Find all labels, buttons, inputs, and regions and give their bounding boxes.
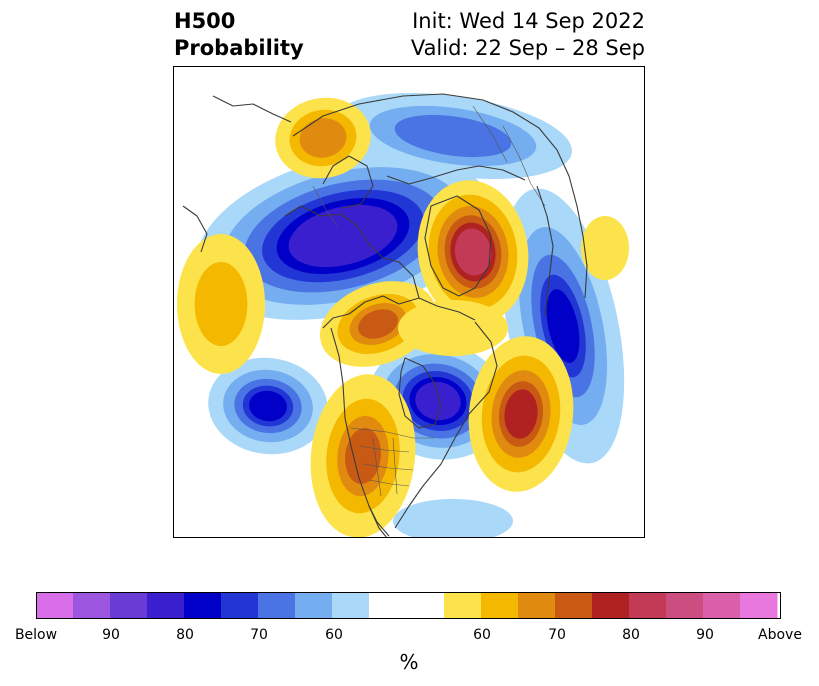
colorbar-cell <box>740 592 778 619</box>
border-states-4 <box>372 437 382 497</box>
border-asia-1 <box>502 125 546 207</box>
border-states-3 <box>368 479 410 487</box>
colorbar-cell <box>221 592 259 619</box>
colorbar-cell <box>444 592 482 619</box>
above-bering <box>319 281 437 367</box>
colorbar-tick-label: 80 <box>176 627 194 643</box>
above-east-asia-small <box>581 216 629 280</box>
coastline-na-west <box>330 327 388 538</box>
colorbar-unit-label: % <box>399 650 419 674</box>
coastlines <box>182 93 588 538</box>
colorbar-cell <box>481 592 519 619</box>
above-alaska-link <box>398 300 508 356</box>
contour-level <box>393 499 513 538</box>
map-title-left: H500 Probability <box>174 8 304 62</box>
colorbar-cell <box>332 592 370 619</box>
colorbar-tick-label: Below <box>14 627 58 643</box>
colorbar-tick-label: 70 <box>250 627 268 643</box>
colorbar-tick-label: 90 <box>696 627 714 643</box>
coastline-asia <box>292 93 588 299</box>
coastline-na-east <box>394 321 498 529</box>
contour-level <box>504 389 538 439</box>
border-europe-1 <box>312 185 338 227</box>
coastline-siberia <box>386 165 526 185</box>
border-states-5 <box>392 437 398 495</box>
coastline-alaska <box>322 295 476 329</box>
coastline-mediterranean <box>212 95 292 123</box>
colorbar-tick-label: 70 <box>548 627 566 643</box>
coastline-central-america <box>368 505 390 537</box>
below-europe-asia <box>196 152 490 320</box>
coastline-iberia <box>182 205 208 253</box>
colorbar-cell <box>295 592 333 619</box>
above-atlantic <box>177 234 265 374</box>
above-siberia <box>417 180 529 324</box>
below-north-pacific-west <box>208 357 328 455</box>
contour-level <box>345 427 381 485</box>
below-south <box>393 499 513 538</box>
colorbar-cell <box>184 592 222 619</box>
border-states-2 <box>362 463 414 471</box>
coastline-east-asia <box>536 185 554 317</box>
colorbar-cell <box>629 592 667 619</box>
map-title-right: Init: Wed 14 Sep 2022 Valid: 22 Sep – 28… <box>411 8 645 62</box>
colorbar-cell <box>258 592 296 619</box>
probability-map <box>173 66 645 538</box>
coastline-scandinavia <box>322 155 374 209</box>
above-scandinavia <box>275 97 371 179</box>
contour-level <box>454 228 492 276</box>
contour-level <box>581 216 629 280</box>
colorbar-cell <box>73 592 111 619</box>
colorbar-cell <box>592 592 630 619</box>
colorbar-cell <box>110 592 148 619</box>
contour-level <box>194 262 248 346</box>
above-western-us <box>310 374 416 538</box>
border-us-canada <box>350 427 435 439</box>
colorbar-frame <box>36 592 781 619</box>
colorbar-cell <box>36 592 74 619</box>
title-valid-range: Valid: 22 Sep – 28 Sep <box>410 36 645 60</box>
colorbar-tick-label: 60 <box>325 627 343 643</box>
contour-level <box>398 300 508 356</box>
border-states-1 <box>358 445 410 453</box>
contour-level <box>299 118 347 158</box>
title-variable: H500 <box>174 9 236 33</box>
colorbar-cell <box>666 592 704 619</box>
contour-level <box>546 289 580 363</box>
below-north-asia <box>334 93 572 179</box>
contour-level <box>358 309 398 339</box>
colorbar-tick-label: Above <box>758 627 802 643</box>
colorbar-cell <box>703 592 741 619</box>
colorbar <box>36 592 781 619</box>
contour-level <box>249 390 287 422</box>
colorbar-cells <box>36 592 778 619</box>
map-frame <box>173 66 645 538</box>
colorbar-tick-label: 90 <box>102 627 120 643</box>
colorbar-cell <box>147 592 185 619</box>
coastline-hudson-bay <box>398 357 442 429</box>
colorbar-tick-label: 60 <box>473 627 491 643</box>
colorbar-cell <box>369 592 445 619</box>
contour-level <box>288 204 398 268</box>
coastline-europe <box>284 205 420 299</box>
contour-level <box>415 381 461 421</box>
border-asia-2 <box>472 105 508 163</box>
colorbar-cell <box>518 592 556 619</box>
colorbar-cell <box>555 592 593 619</box>
coastline-greenland <box>424 195 492 297</box>
contour-level <box>394 114 512 158</box>
title-init-date: Init: Wed 14 Sep 2022 <box>412 9 645 33</box>
above-atlantic-east <box>468 336 574 492</box>
title-type: Probability <box>174 36 304 60</box>
probability-contours <box>177 93 629 538</box>
colorbar-tick-label: 80 <box>622 627 640 643</box>
